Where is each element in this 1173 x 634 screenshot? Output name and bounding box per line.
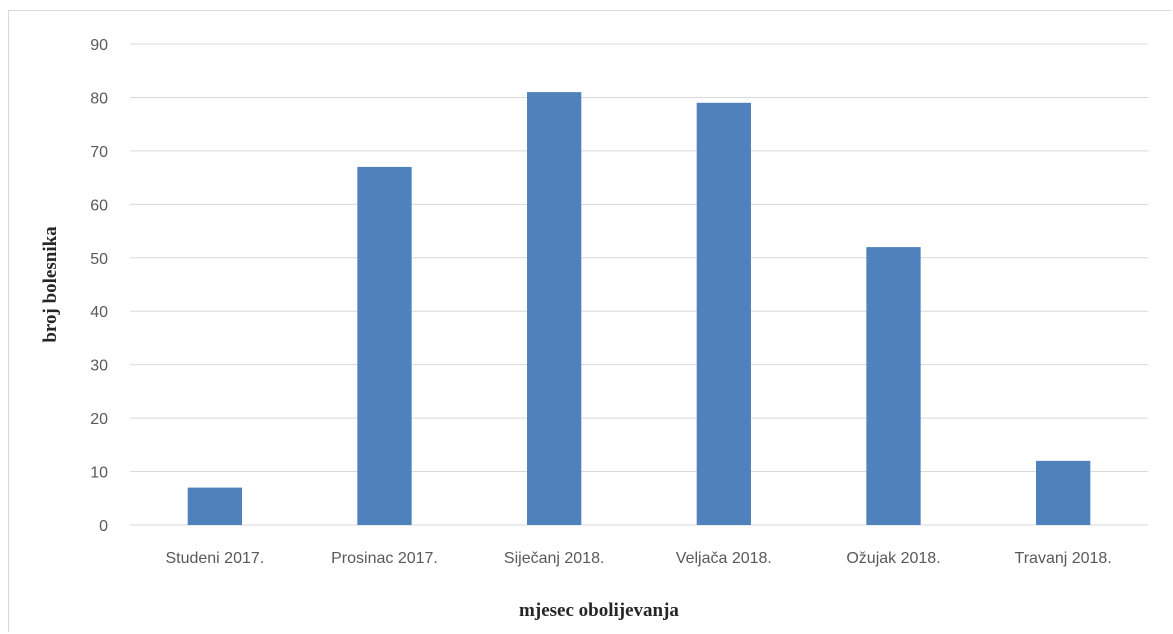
y-tick-labels: 0 10 20 30 40 50 60 70 80 90 — [90, 37, 108, 535]
x-axis-title: mjesec obolijevanja — [519, 600, 679, 621]
y-tick-label: 70 — [90, 144, 108, 161]
chart-frame — [8, 10, 1171, 632]
bar — [696, 102, 751, 526]
x-tick-labels: Studeni 2017. Prosinac 2017. Siječanj 2018… — [165, 550, 1111, 567]
y-tick-label: 90 — [90, 37, 108, 54]
y-axis-title: broj bolesnika — [40, 226, 61, 343]
y-tick-label: 60 — [90, 197, 108, 214]
bar — [187, 487, 242, 525]
y-tick-label: 40 — [90, 304, 108, 321]
x-tick-label: Siječanj 2018. — [504, 550, 605, 567]
x-tick-label: Studeni 2017. — [165, 550, 264, 567]
x-tick-label: Prosinac 2017. — [331, 550, 438, 567]
x-tick-label: Travanj 2018. — [1015, 550, 1112, 567]
x-tick-label: Ožujak 2018. — [846, 550, 940, 567]
bar — [527, 92, 582, 525]
y-tick-label: 50 — [90, 251, 108, 268]
x-tick-label: Veljača 2018. — [676, 550, 772, 567]
y-tick-label: 20 — [90, 411, 108, 428]
bar — [1036, 460, 1091, 525]
y-tick-label: 10 — [90, 465, 108, 482]
y-tick-label: 0 — [99, 518, 108, 535]
y-tick-label: 80 — [90, 90, 108, 107]
bar — [357, 166, 412, 525]
gridlines — [130, 43, 1148, 526]
bars — [187, 92, 1091, 526]
bar — [866, 247, 921, 526]
y-tick-label: 30 — [90, 358, 108, 375]
